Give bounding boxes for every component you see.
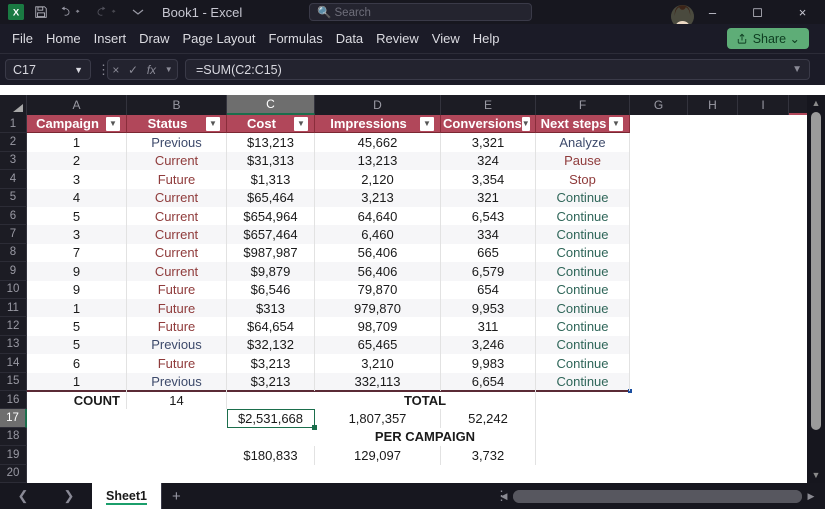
svg-text:X: X <box>13 8 20 19</box>
